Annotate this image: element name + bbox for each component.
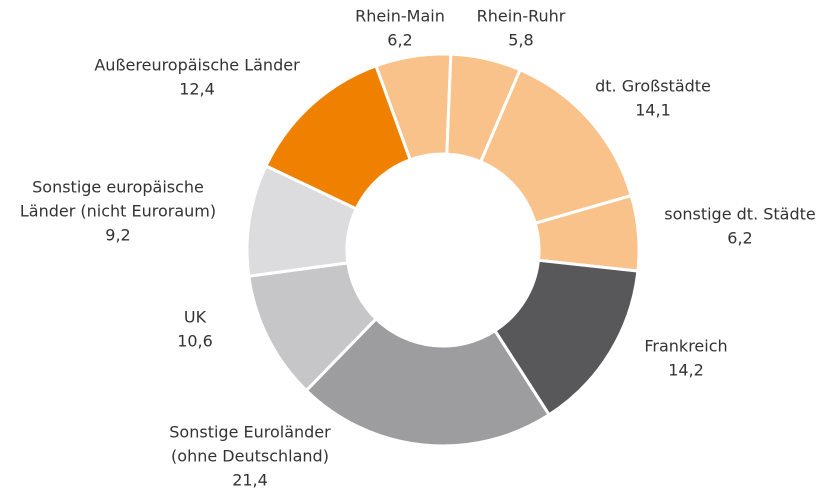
value-label: 9,2 xyxy=(105,226,130,245)
slice-label: sonstige dt. Städte xyxy=(664,205,816,224)
value-label: 14,1 xyxy=(635,101,671,120)
slice-label: Sonstige Euroländer xyxy=(169,423,331,442)
slice xyxy=(304,316,552,448)
slice-label: dt. Großstädte xyxy=(595,77,711,96)
value-label: 10,6 xyxy=(177,332,213,351)
value-label: 5,8 xyxy=(508,31,533,50)
slice-label: Außereuropäische Länder xyxy=(94,56,300,75)
value-label: 14,2 xyxy=(668,361,704,380)
slice-label: Rhein-Ruhr xyxy=(477,7,566,26)
slice-label: UK xyxy=(184,308,207,327)
value-label: 6,2 xyxy=(387,31,412,50)
slice-label: Frankreich xyxy=(644,337,727,356)
slice-label: Rhein-Main xyxy=(355,7,445,26)
slice xyxy=(263,63,413,211)
slice-label: Länder (nicht Euroraum) xyxy=(20,202,216,221)
slice-label: Sonstige europäische xyxy=(32,178,204,197)
value-label: 6,2 xyxy=(727,229,752,248)
value-label: 12,4 xyxy=(179,80,215,99)
slice-label: (ohne Deutschland) xyxy=(171,447,329,466)
value-label: 21,4 xyxy=(232,471,268,490)
